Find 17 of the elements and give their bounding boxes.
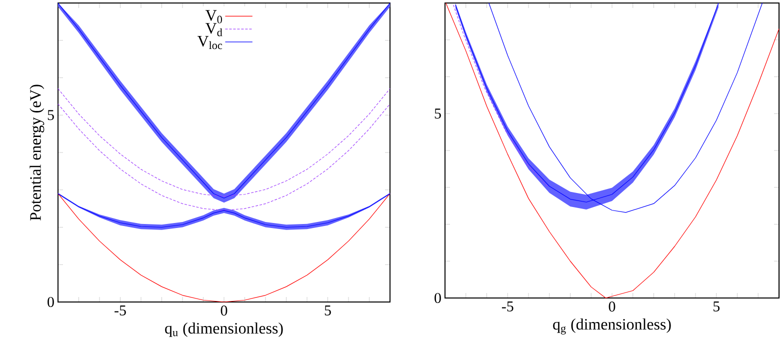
x-tick-label: 0	[220, 306, 228, 316]
y-axis-title: Potential energy (eV)	[30, 84, 44, 221]
line-series	[58, 88, 390, 197]
x-tick-label: -5	[114, 306, 126, 316]
line-series	[446, 2, 780, 298]
x-tick-label: 0	[608, 302, 616, 312]
x-axis-title: q$_{u}$ (dimensionless)	[165, 322, 283, 337]
x-tick-label: 5	[714, 302, 720, 312]
x-axis-title: q$_{g}$ (dimensionless)	[553, 318, 671, 334]
legend-label: V$_{d}$	[206, 23, 222, 36]
legend-label: V$_{0}$	[206, 10, 222, 24]
legend-label: V$_{loc}$	[197, 36, 222, 50]
line-series	[58, 193, 390, 302]
x-tick-label: 5	[324, 306, 331, 316]
line-series	[453, 4, 548, 187]
x-tick-label: -5	[502, 302, 514, 312]
line-series	[58, 104, 390, 211]
